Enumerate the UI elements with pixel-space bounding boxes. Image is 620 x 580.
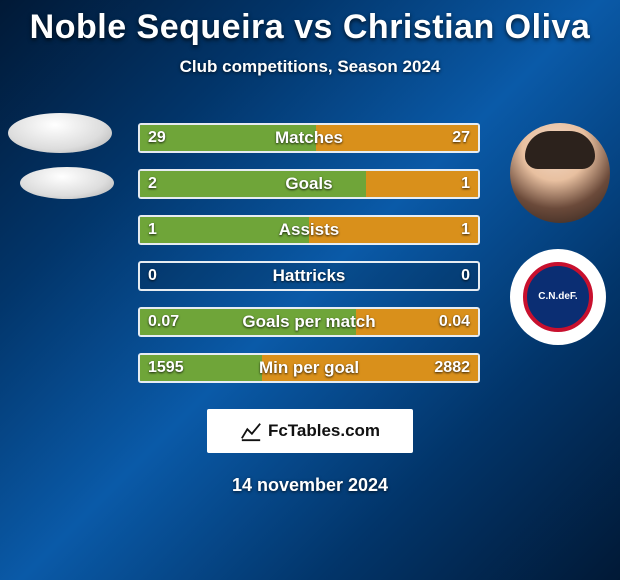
stat-label: Min per goal <box>140 355 478 381</box>
subtitle: Club competitions, Season 2024 <box>0 57 620 77</box>
page-title: Noble Sequeira vs Christian Oliva <box>0 8 620 47</box>
date-text: 14 november 2024 <box>0 475 620 496</box>
left-club-placeholder <box>20 167 114 199</box>
stat-row: 15952882Min per goal <box>138 353 480 383</box>
stat-row: 21Goals <box>138 169 480 199</box>
stat-row: 0.070.04Goals per match <box>138 307 480 337</box>
stats-area: C.N.deF. 2927Matches 21Goals 11Assists 00Ha… <box>0 105 620 407</box>
site-name: FcTables.com <box>268 421 380 441</box>
stat-bars: 2927Matches 21Goals 11Assists 00Hattricks 0.… <box>138 123 480 399</box>
club-initials: C.N.deF. <box>538 292 577 302</box>
left-player-avatar <box>8 113 112 153</box>
club-badge-icon: C.N.deF. <box>523 262 593 332</box>
right-club-badge: C.N.deF. <box>510 249 606 345</box>
stat-label: Assists <box>140 217 478 243</box>
stat-label: Matches <box>140 125 478 151</box>
card-container: Noble Sequeira vs Christian Oliva Club c… <box>0 0 620 580</box>
site-badge: FcTables.com <box>207 409 413 453</box>
stat-label: Goals <box>140 171 478 197</box>
chart-icon <box>240 420 262 442</box>
stat-label: Hattricks <box>140 263 478 289</box>
stat-row: 2927Matches <box>138 123 480 153</box>
stat-label: Goals per match <box>140 309 478 335</box>
stat-row: 11Assists <box>138 215 480 245</box>
stat-row: 00Hattricks <box>138 261 480 291</box>
right-player-avatar <box>510 123 610 223</box>
